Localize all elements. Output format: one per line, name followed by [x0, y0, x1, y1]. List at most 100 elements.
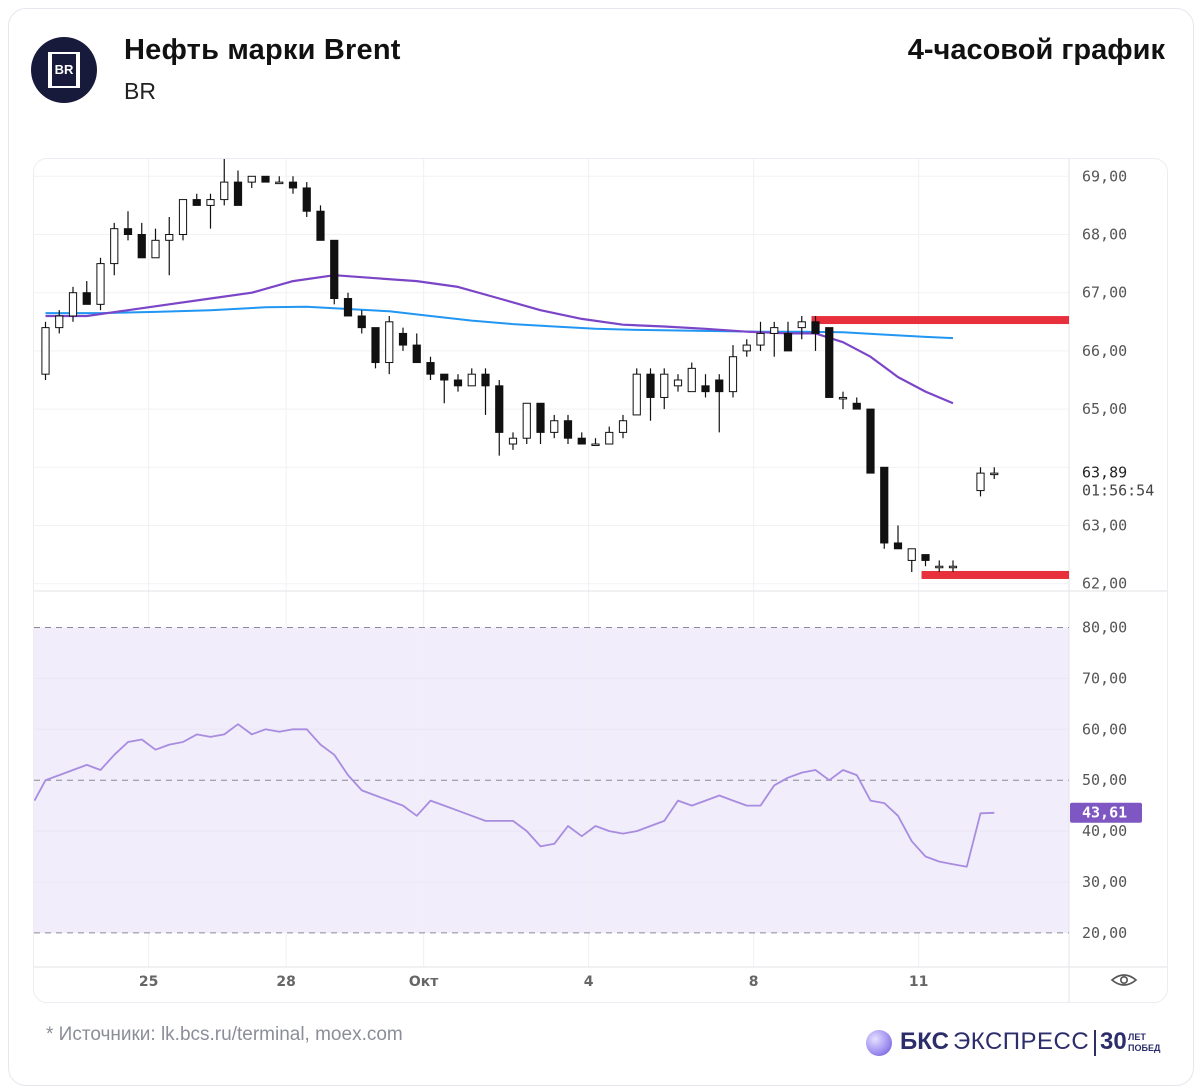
candle-body: [82, 292, 91, 305]
candle-body: [481, 373, 490, 387]
candle-body: [55, 315, 64, 329]
candle-body: [261, 175, 270, 183]
price-level: [921, 570, 1069, 579]
price-tick-label: 65,00: [1082, 400, 1127, 418]
candle-body: [508, 437, 518, 445]
brand-express: ЭКСПРЕСС: [953, 1028, 1090, 1055]
logo-text: BR: [54, 62, 74, 77]
x-tick-label: 25: [139, 974, 158, 990]
candle-body: [783, 332, 793, 352]
candle-body: [316, 210, 325, 241]
candle-body: [550, 420, 559, 433]
eye-outline: [1110, 974, 1138, 986]
timeframe-label: 4-часовой график: [907, 34, 1165, 66]
x-tick-label: Окт: [409, 974, 439, 990]
candle-body: [632, 373, 641, 416]
rsi-tick-label: 80,00: [1082, 619, 1127, 637]
candle-body: [123, 228, 133, 235]
candle-body: [976, 472, 985, 492]
candle-body: [302, 187, 311, 212]
candle-body: [275, 181, 284, 185]
last-price-box: [1070, 462, 1167, 499]
candle-body: [398, 332, 408, 346]
x-tick-label: 4: [584, 974, 594, 990]
rsi-tick-label: 50,00: [1082, 771, 1127, 789]
rsi-value-label: 43,61: [1082, 804, 1127, 822]
candle-body: [701, 385, 710, 393]
candle-body: [357, 315, 366, 329]
candle-body: [110, 228, 119, 265]
candle-body: [811, 321, 820, 334]
instrument-logo: BR: [31, 37, 97, 103]
candle-body: [178, 199, 188, 235]
candle-body: [563, 420, 573, 439]
x-tick-label: 8: [749, 974, 759, 990]
candle-body: [440, 373, 449, 381]
chart-svg[interactable]: 69,00 68,00 67,00 66,00 65,00 63,00 62,00 63,89…: [34, 159, 1167, 1002]
candle-body: [728, 356, 738, 393]
ticker-symbol: BR: [124, 78, 156, 104]
page-title: Нефть марки Brent: [124, 34, 401, 66]
candle-body: [330, 239, 339, 300]
rsi-tick-label: 30,00: [1082, 873, 1127, 891]
price-tick-label: 66,00: [1082, 342, 1127, 360]
chart-panel[interactable]: 69,00 68,00 67,00 66,00 65,00 63,00 62,00 63,89…: [33, 158, 1168, 1003]
candle-body: [825, 327, 834, 398]
candle-body: [385, 321, 394, 364]
candle-body: [467, 373, 476, 387]
brand-separator: [1094, 1030, 1096, 1056]
candle-body: [247, 175, 256, 183]
candle-body: [233, 181, 243, 206]
candle-body: [41, 327, 50, 375]
candle-body: [605, 431, 614, 445]
candle-body: [990, 472, 999, 476]
candle-body: [660, 373, 669, 398]
rsi-tick-label: 70,00: [1082, 669, 1127, 687]
source-note: * Источники: lk.bcs.ru/terminal, moex.co…: [46, 1024, 403, 1045]
candle-body: [151, 239, 160, 259]
candle-body: [288, 181, 298, 189]
eye-icon[interactable]: [1110, 974, 1138, 986]
price-tick-label: 62,00: [1082, 575, 1127, 593]
rsi-tick-label: 60,00: [1082, 720, 1127, 738]
candle-body: [756, 332, 765, 346]
candle-body: [96, 263, 105, 305]
candle-body: [412, 344, 421, 364]
candle-body: [673, 379, 683, 387]
price-level: [811, 316, 1069, 325]
rsi-tick-label: 40,00: [1082, 822, 1127, 840]
candle-body: [453, 379, 463, 387]
last-price-label: 63,89: [1082, 464, 1127, 482]
price-tick-label: 63,00: [1082, 517, 1127, 535]
candle-body: [742, 344, 751, 352]
x-tick-label: 11: [909, 974, 928, 990]
candle-body: [893, 542, 903, 550]
candle-body: [577, 437, 586, 445]
candle-body: [536, 402, 545, 433]
oil-barrel-icon: [48, 52, 80, 88]
candle-body: [68, 292, 78, 317]
candle-body: [935, 565, 944, 569]
candle-body: [646, 373, 655, 398]
candle-body: [371, 327, 380, 364]
candle-body: [907, 548, 916, 561]
price-tick-label: 67,00: [1082, 284, 1127, 302]
candle-body: [522, 402, 531, 439]
candle-body: [715, 379, 724, 393]
candle-body: [426, 362, 435, 375]
candle-body: [220, 181, 229, 201]
candle-body: [687, 367, 696, 393]
price-tick-label: 68,00: [1082, 226, 1127, 244]
candle-body: [838, 396, 848, 400]
ma-slow-line: [45, 305, 954, 340]
candle-body: [192, 199, 201, 206]
candle-body: [921, 554, 930, 561]
eye-pupil: [1120, 975, 1129, 984]
candle-body: [948, 565, 958, 569]
brand-sphere-icon: [866, 1030, 892, 1056]
ma-fast-line: [45, 274, 954, 405]
price-tick-label: 69,00: [1082, 167, 1127, 185]
candle-body: [770, 327, 779, 334]
rsi-line: [34, 723, 995, 868]
candle-body: [495, 385, 504, 433]
